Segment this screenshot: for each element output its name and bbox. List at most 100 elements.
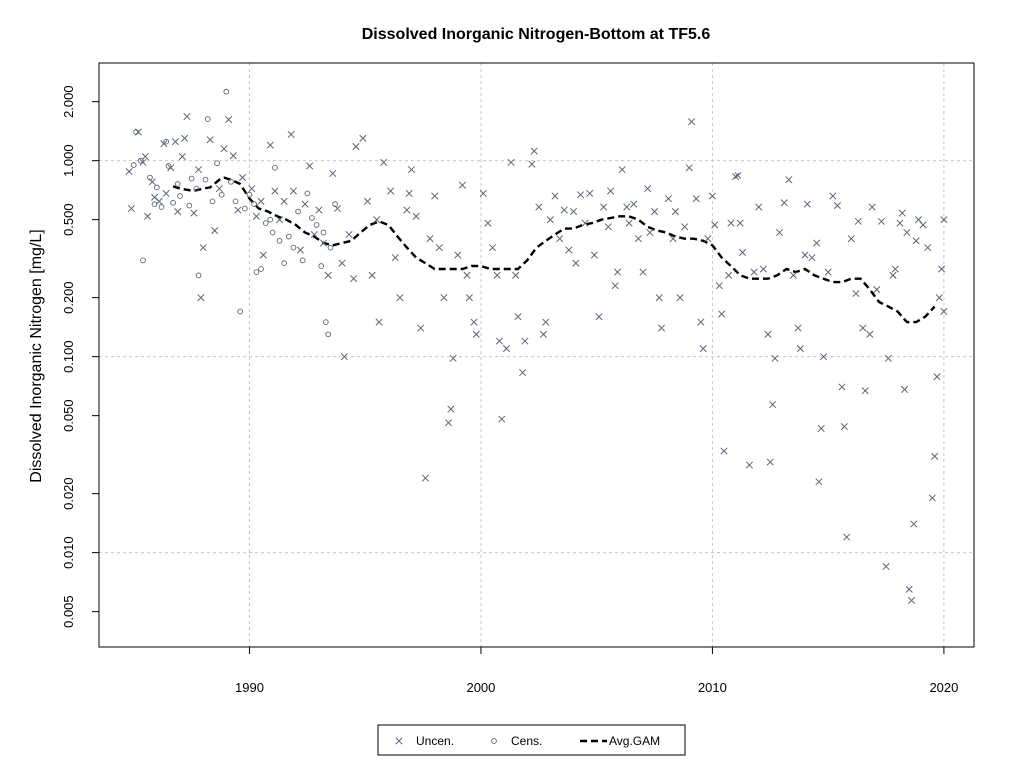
uncensored-point [736,219,744,227]
x-marker-stroke [259,251,267,259]
x-marker-stroke [669,235,677,243]
x-marker-stroke [301,200,309,208]
x-marker-stroke [630,200,638,208]
uncensored-point [655,294,663,302]
legend-label: Uncen. [416,734,454,748]
uncensored-point [868,203,876,211]
uncensored-point [725,271,733,279]
uncensored-point [215,185,223,193]
uncensored-point [600,203,608,211]
x-marker-stroke [329,169,337,178]
x-marker-stroke [183,112,191,121]
x-marker-stroke [838,383,846,391]
x-marker-stroke [935,294,943,302]
x-marker-stroke [745,461,754,469]
censored-point [251,201,257,207]
uncensored-point [607,187,615,195]
uncensored-point [220,145,228,153]
censored-point [323,319,329,325]
uncensored-point [838,383,846,391]
x-marker-stroke [912,237,920,245]
censored-point [163,138,169,145]
legend-label: Avg.GAM [609,734,660,748]
x-marker-stroke [852,289,860,298]
uncensored-point [431,192,439,200]
legend-label: Cens. [511,734,542,748]
uncensored-point [634,235,642,243]
x-marker-stroke [771,354,779,362]
uncensored-point [720,447,728,455]
x-marker-stroke [785,176,793,184]
uncensored-point [211,226,219,235]
uncensored-point [521,337,529,345]
x-marker-stroke [248,185,256,193]
x-marker-stroke [843,533,851,541]
censored-point [269,229,276,236]
uncensored-point [183,112,191,121]
uncensored-point [896,219,904,227]
x-marker-stroke [940,216,948,224]
x-marker-stroke [813,239,821,247]
x-marker-stroke [551,192,559,200]
uncensored-point [340,353,348,361]
x-marker-stroke [607,187,615,195]
uncensored-point [727,219,735,227]
x-marker-stroke [639,268,647,276]
x-marker-stroke [171,138,179,146]
x-marker-stroke [151,193,159,201]
uncensored-point [644,185,652,193]
x-marker-stroke [789,271,797,279]
x-marker-stroke [560,206,568,214]
censored-point [228,178,234,185]
x-marker-stroke [572,259,580,267]
x-marker-stroke [495,337,504,345]
x-marker-stroke [479,189,487,198]
x-marker-stroke [463,271,471,279]
x-marker-stroke [238,173,247,182]
x-marker-stroke [440,294,448,302]
censored-point [246,191,253,198]
uncensored-point [755,203,763,211]
x-marker-stroke [618,166,626,174]
uncensored-point [708,192,716,200]
x-marker-stroke [824,268,832,276]
uncensored-point [199,244,207,252]
x-marker-stroke [512,271,520,279]
uncensored-point [350,275,358,283]
x-marker-stroke [819,353,828,361]
uncensored-point [940,216,948,224]
uncensored-point [276,216,284,224]
uncensored-point [539,330,547,338]
x-marker-stroke [600,203,608,211]
uncensored-point [405,189,413,198]
uncensored-point [843,533,851,541]
x-marker-stroke [884,354,892,362]
x-marker-stroke [590,251,598,259]
x-marker-stroke [657,324,666,332]
uncensored-point [454,251,462,259]
x-marker-stroke [435,244,443,252]
censored-point [299,257,306,264]
x-marker-stroke [769,400,777,409]
x-marker-stroke [375,318,383,326]
x-marker-stroke [546,216,554,224]
x-marker-stroke [924,244,932,252]
x-marker-stroke [234,206,242,214]
x-marker-stroke [796,344,804,353]
x-marker-stroke [363,197,372,205]
legend: Uncen. Cens. Avg.GAM [377,724,686,756]
uncensored-point [919,221,927,229]
x-marker-stroke [604,223,612,231]
uncensored-point [813,239,821,247]
x-marker-stroke [229,152,237,160]
x-marker-stroke [407,166,416,174]
x-marker-stroke [815,478,823,486]
x-marker-stroke [333,204,341,213]
uncensored-point [257,197,265,205]
x-marker-stroke [664,195,672,203]
x-marker-stroke [454,251,462,259]
x-marker-stroke [338,259,346,267]
uncensored-point [715,282,723,290]
censored-point [327,244,334,251]
uncensored-point [766,458,774,466]
